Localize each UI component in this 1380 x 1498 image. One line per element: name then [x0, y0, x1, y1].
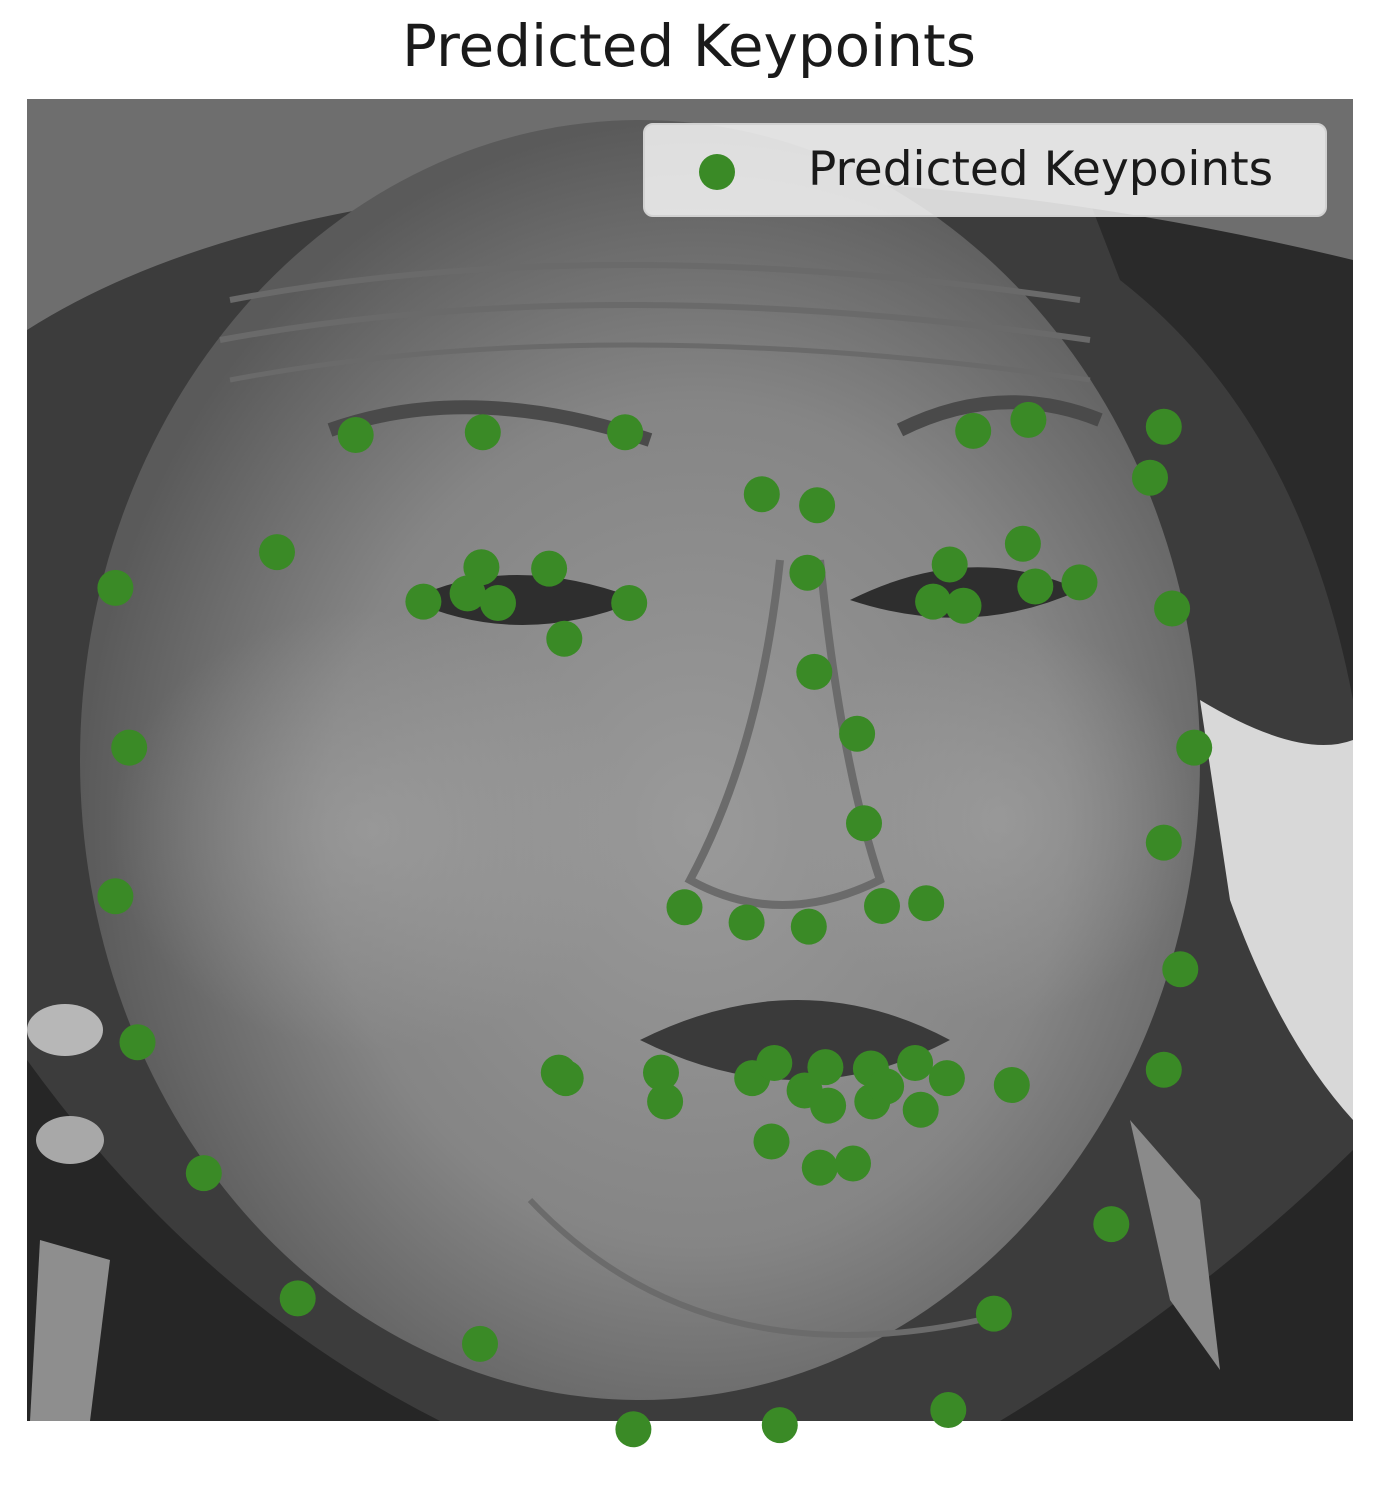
keypoint-8: [615, 1411, 652, 1448]
keypoint-49: [1061, 564, 1098, 601]
keypoint-43: [449, 575, 486, 612]
keypoint-37: [405, 583, 442, 620]
keypoint-1: [97, 569, 134, 606]
keypoint-17: [1154, 590, 1191, 627]
keypoint-41: [546, 620, 583, 657]
keypoint-14: [1162, 951, 1199, 988]
keypoint-12: [1093, 1206, 1130, 1243]
chart-title: Predicted Keypoints: [402, 12, 976, 80]
keypoint-40: [531, 550, 568, 587]
keypoint-47: [1004, 525, 1041, 562]
keypoint-62: [897, 1045, 934, 1081]
keypoint-22: [799, 487, 836, 524]
keypoint-61: [868, 1068, 905, 1105]
keypoint-34: [864, 888, 900, 924]
keypoint-20: [607, 414, 644, 451]
keypoint-4: [119, 1024, 156, 1061]
keypoint-36: [259, 534, 295, 571]
legend-label: Predicted Keypoints: [808, 142, 1273, 197]
keypoint-2: [111, 729, 148, 766]
keypoint-26: [1132, 459, 1168, 496]
keypoint-11: [975, 1295, 1012, 1332]
keypoint-67: [801, 1149, 838, 1186]
keypoint-57: [807, 1049, 844, 1086]
keypoint-53: [647, 1083, 684, 1120]
keypoint-19: [464, 414, 501, 451]
keypoint-21: [743, 476, 780, 513]
keypoint-28: [796, 653, 833, 690]
keypoint-45: [945, 587, 982, 624]
earring-left: [27, 1004, 110, 1421]
keypoint-30: [846, 805, 882, 842]
keypoint-33: [790, 908, 827, 945]
keypoint-24: [1010, 401, 1047, 438]
keypoint-29: [839, 715, 876, 752]
keypoint-39: [480, 585, 516, 621]
keypoint-7: [462, 1325, 498, 1362]
keypoint-46: [931, 546, 968, 583]
keypoint-5: [185, 1155, 222, 1192]
keypoint-scatter: [97, 401, 1213, 1448]
keypoint-58: [810, 1087, 847, 1124]
keypoint-16: [1176, 729, 1213, 766]
keypoint-51: [547, 1060, 584, 1097]
keypoint-52: [643, 1054, 679, 1091]
keypoint-63: [902, 1091, 939, 1128]
keypoint-6: [279, 1280, 316, 1317]
face-photo: [27, 99, 1353, 1421]
earring-right: [1130, 1120, 1220, 1370]
keypoint-15: [1145, 824, 1182, 861]
keypoint-18: [337, 417, 374, 453]
keypoint-32: [728, 904, 765, 941]
keypoint-35: [908, 885, 945, 922]
legend-box: [643, 123, 1327, 217]
keypoint-64: [928, 1060, 965, 1097]
keypoint-3: [97, 878, 134, 915]
keypoint-23: [955, 412, 992, 449]
legend: Predicted Keypoints: [643, 123, 1327, 217]
keypoint-42: [611, 585, 648, 621]
keypoint-31: [666, 889, 703, 926]
legend-marker: [699, 154, 735, 190]
keypoint-68: [835, 1145, 871, 1182]
keypoint-27: [789, 554, 826, 591]
keypoint-66: [753, 1123, 790, 1160]
keypoint-48: [1017, 568, 1054, 605]
keypoint-55: [756, 1045, 793, 1081]
keypoint-25: [1145, 408, 1182, 445]
keypoint-65: [993, 1067, 1030, 1103]
keypoint-44: [915, 583, 952, 620]
keypoint-9: [761, 1407, 798, 1444]
keypoint-10: [930, 1392, 967, 1428]
keypoint-13: [1145, 1051, 1182, 1088]
